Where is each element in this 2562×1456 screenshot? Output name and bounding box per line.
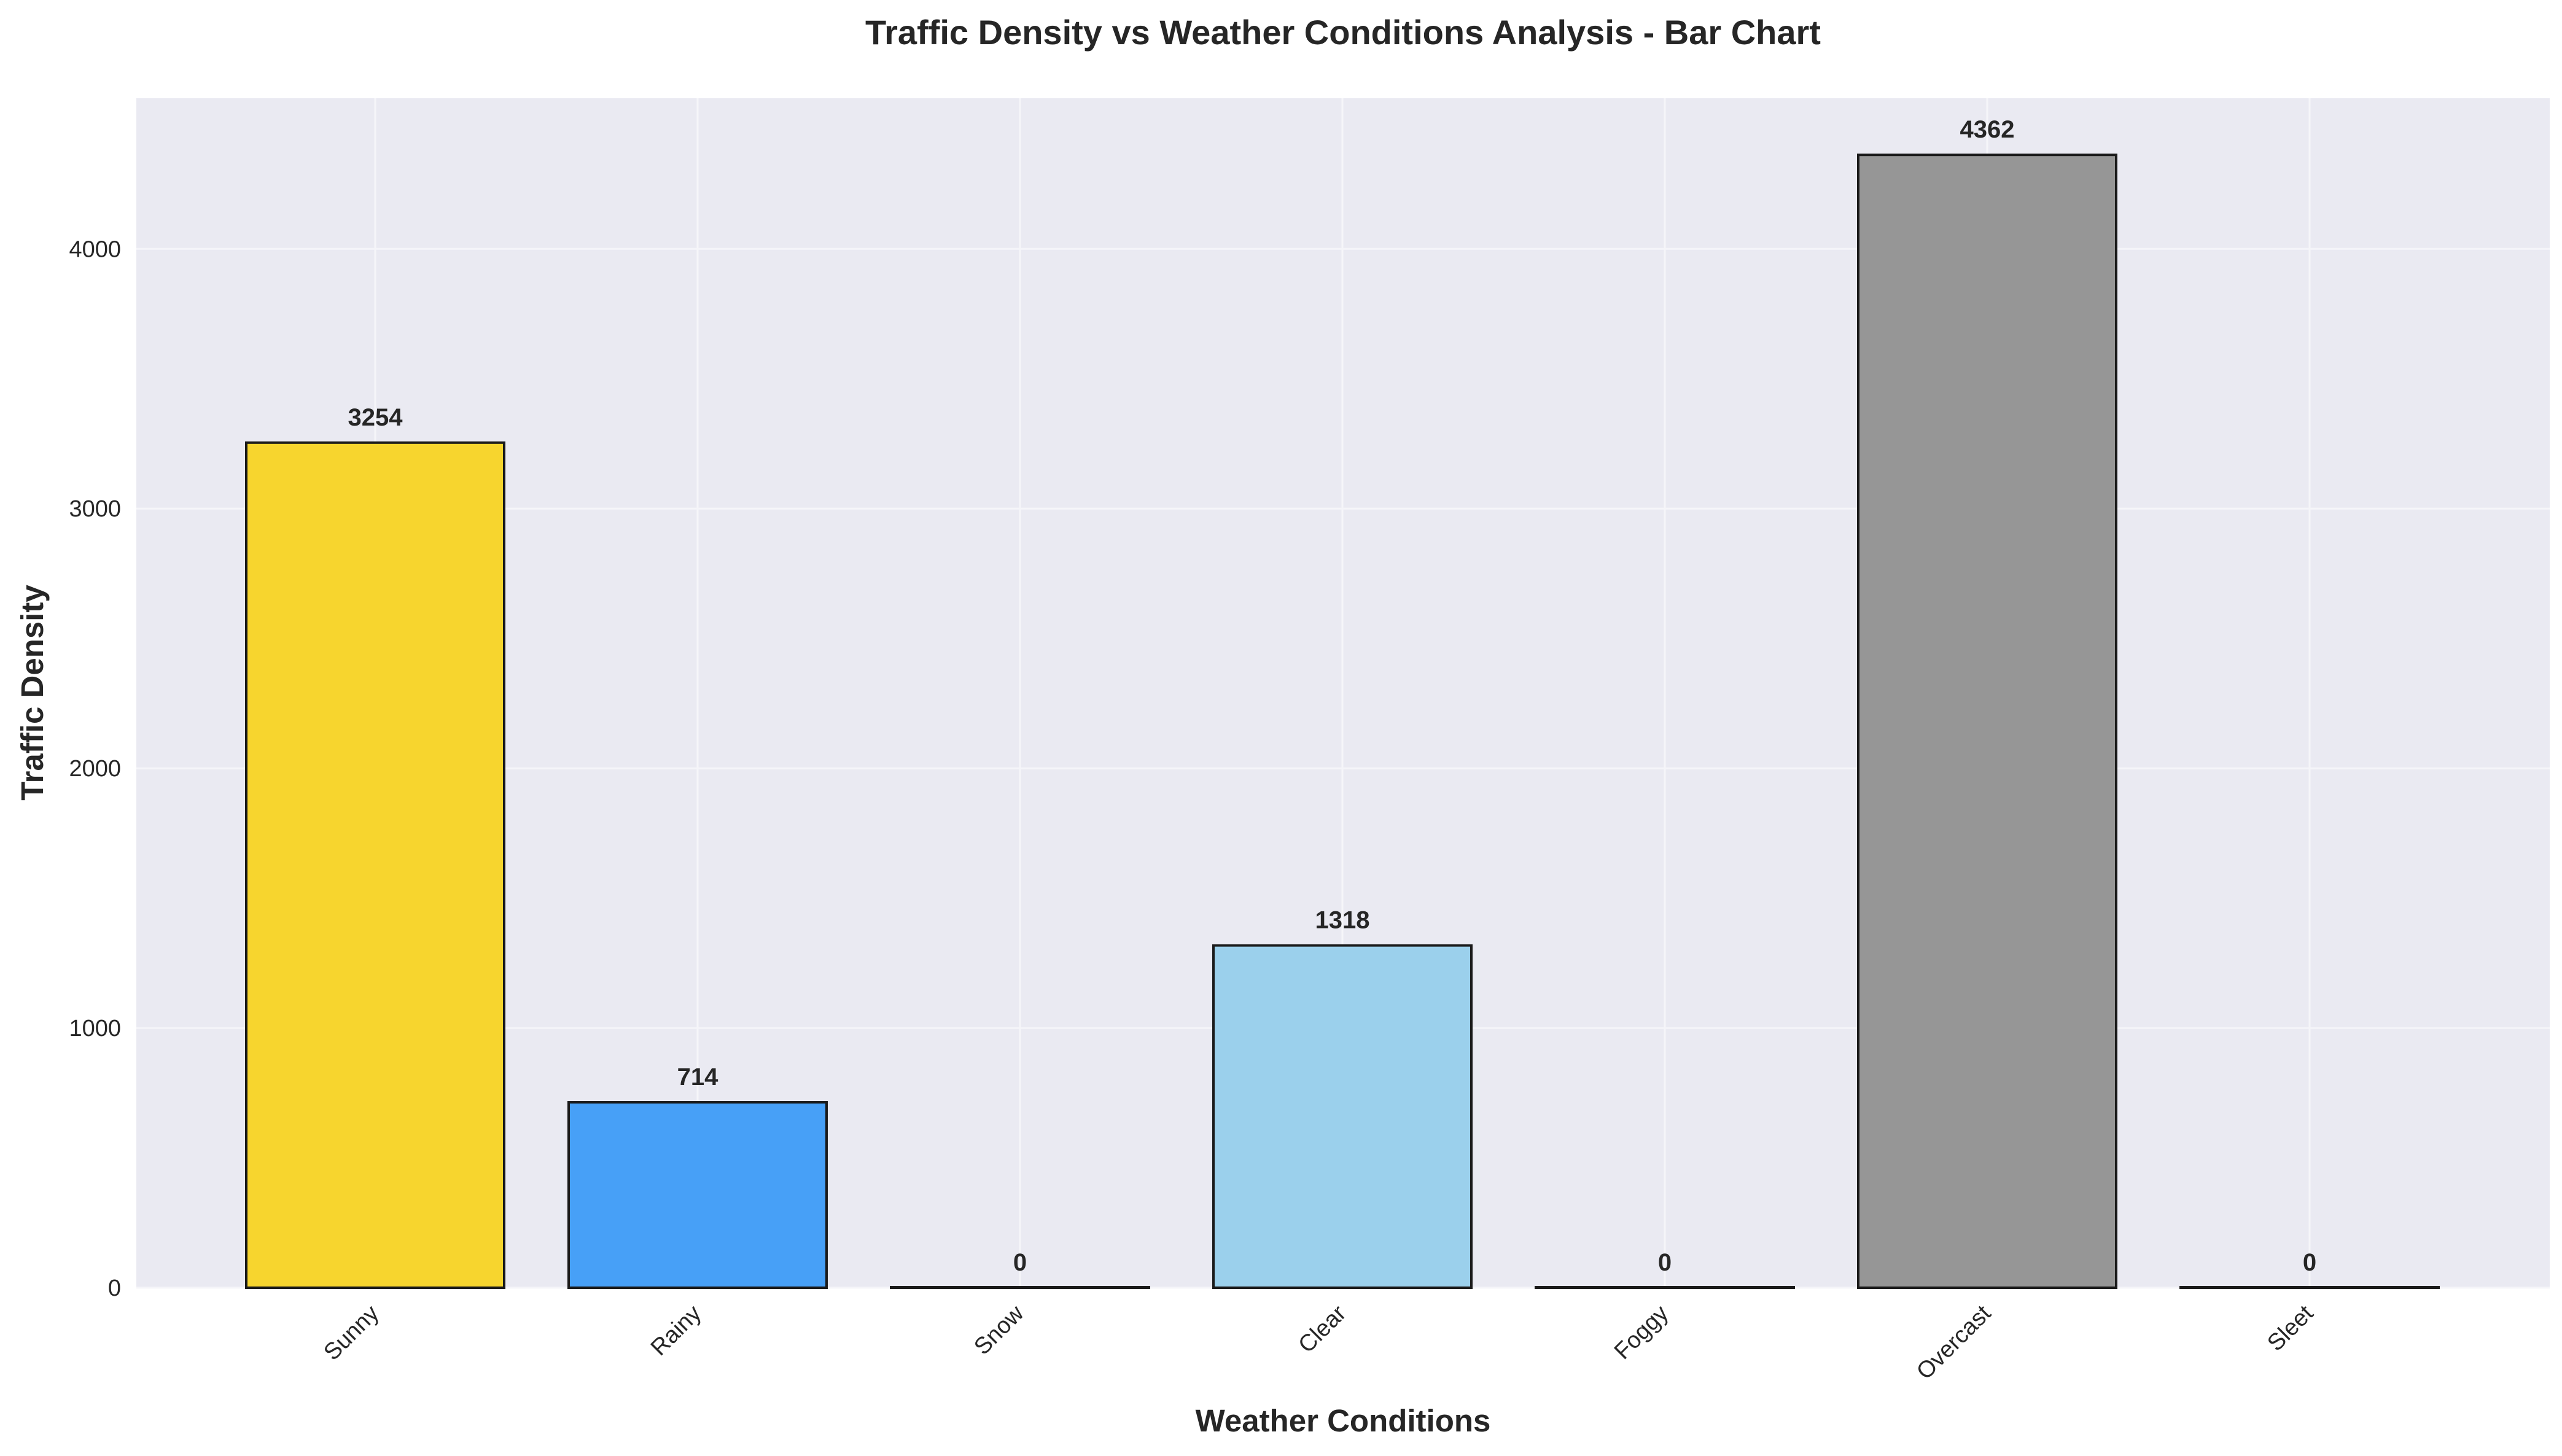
bar-clear	[1212, 944, 1473, 1289]
data-label-foggy: 0	[1658, 1249, 1672, 1276]
y-axis-ticks: 0 1000 2000 3000 4000	[69, 236, 121, 1301]
data-label-rainy: 714	[677, 1064, 718, 1091]
bar-sunny	[245, 441, 505, 1289]
bar-overcast	[1857, 154, 2117, 1289]
data-label-overcast: 4362	[1960, 116, 2015, 143]
x-tick-label-sunny: Sunny	[319, 1301, 384, 1366]
data-label-sunny: 3254	[348, 404, 403, 431]
data-labels: 3254 714 0 1318 0 4362 0	[348, 116, 2317, 1276]
chart-title: Traffic Density vs Weather Conditions An…	[865, 13, 1821, 52]
y-tick-label: 3000	[69, 496, 121, 522]
x-tick-label-rainy: Rainy	[646, 1301, 706, 1361]
bars	[245, 154, 2440, 1289]
y-tick-label: 4000	[69, 236, 121, 262]
y-tick-label: 0	[108, 1275, 121, 1301]
y-tick-label: 2000	[69, 756, 121, 782]
x-tick-label-foggy: Foggy	[1610, 1301, 1673, 1365]
y-tick-label: 1000	[69, 1016, 121, 1041]
x-axis-label: Weather Conditions	[1196, 1403, 1491, 1438]
x-tick-label-sleet: Sleet	[2262, 1300, 2318, 1356]
x-tick-label-clear: Clear	[1293, 1300, 1351, 1358]
data-label-snow: 0	[1013, 1249, 1027, 1276]
x-tick-label-overcast: Overcast	[1912, 1300, 1996, 1385]
data-label-clear: 1318	[1315, 907, 1370, 934]
bar-snow	[890, 1286, 1150, 1289]
bar-foggy	[1535, 1286, 1795, 1289]
bar-sleet	[2179, 1286, 2440, 1289]
x-axis-ticks: Sunny Rainy Snow Clear Foggy Overcast Sleet	[319, 1300, 2318, 1385]
bar-rainy	[567, 1101, 828, 1289]
x-tick-label-snow: Snow	[969, 1300, 1029, 1360]
y-axis-label: Traffic Density	[15, 585, 50, 801]
data-label-sleet: 0	[2303, 1249, 2316, 1276]
